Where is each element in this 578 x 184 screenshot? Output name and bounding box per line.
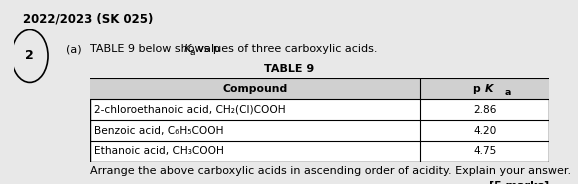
- Text: 2: 2: [25, 49, 34, 62]
- Text: (a): (a): [66, 44, 82, 54]
- Text: 4.75: 4.75: [473, 146, 497, 156]
- Text: Arrange the above carboxylic acids in ascending order of acidity. Explain your a: Arrange the above carboxylic acids in as…: [90, 166, 570, 176]
- Text: 2-chloroethanoic acid, CH₂(Cl)COOH: 2-chloroethanoic acid, CH₂(Cl)COOH: [94, 105, 286, 115]
- Text: TABLE 9 below shows p: TABLE 9 below shows p: [90, 44, 220, 54]
- Text: K: K: [485, 84, 494, 94]
- Bar: [90, 78, 549, 99]
- Text: 2.86: 2.86: [473, 105, 497, 115]
- Text: Benzoic acid, C₆H₅COOH: Benzoic acid, C₆H₅COOH: [94, 125, 224, 136]
- Text: a: a: [505, 88, 511, 97]
- Text: 4.20: 4.20: [473, 125, 497, 136]
- Text: Compound: Compound: [223, 84, 288, 94]
- Text: p: p: [472, 84, 480, 94]
- Text: Ethanoic acid, CH₃COOH: Ethanoic acid, CH₃COOH: [94, 146, 224, 156]
- Text: 2022/2023 (SK 025): 2022/2023 (SK 025): [23, 13, 154, 26]
- Text: values of three carboxylic acids.: values of three carboxylic acids.: [194, 44, 377, 54]
- Text: a: a: [190, 48, 195, 57]
- Text: K: K: [184, 44, 191, 54]
- Text: TABLE 9: TABLE 9: [264, 64, 314, 74]
- Text: [5 marks]: [5 marks]: [489, 180, 549, 184]
